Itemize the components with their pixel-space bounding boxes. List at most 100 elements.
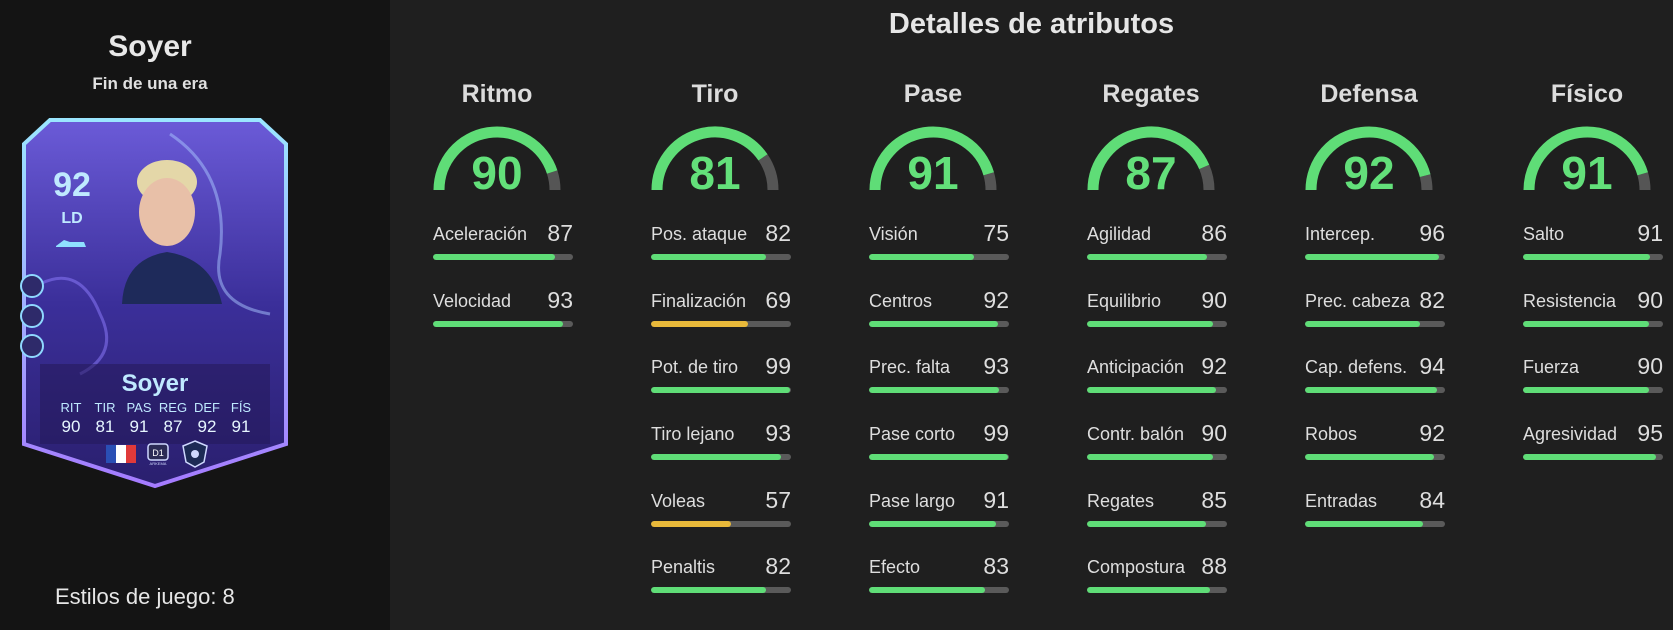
- stat-bar-fill: [651, 321, 748, 327]
- stat-bar-track: [1305, 387, 1445, 393]
- stat-row: Pase corto 99: [869, 420, 1023, 468]
- stat-row: Agilidad 86: [1087, 220, 1241, 268]
- stat-value: 90: [1637, 353, 1663, 379]
- card-stat-values: 90 81 91 87 92 91: [54, 417, 258, 437]
- gauge-track: [546, 170, 561, 191]
- stat-row: Tiro lejano 93: [651, 420, 805, 468]
- stat-row: Anticipación 92: [1087, 353, 1241, 401]
- stat-label: Intercep.: [1305, 224, 1376, 244]
- attribute-column-1: Tiro 81 Pos. ataque 82 Finalización 69 Pot. de…: [635, 0, 795, 630]
- stat-bar-fill: [1523, 454, 1656, 460]
- attribute-column-5: Físico 91 Salto 91 Resistencia 90 Fuerza 90 Agre…: [1507, 0, 1667, 630]
- stat-bar-fill: [651, 587, 766, 593]
- stat-label: Velocidad: [433, 291, 512, 311]
- gauge-fill: [1087, 126, 1210, 191]
- stat-row: Penaltis 82: [651, 553, 805, 601]
- stat-value: 82: [765, 220, 791, 246]
- gauge-track: [1419, 174, 1433, 191]
- card-stat-labels: RIT TIR PAS REG DEF FÍS: [54, 400, 258, 415]
- stat-value: 96: [1419, 220, 1445, 246]
- stat-label: Visión: [869, 224, 918, 244]
- stat-label: Pos. ataque: [651, 224, 748, 244]
- stat-value: 99: [983, 420, 1009, 446]
- stat-bar-track: [869, 587, 1009, 593]
- stat-value: 90: [1637, 287, 1663, 313]
- category-gauge: [651, 126, 779, 191]
- playstyle-icon: [20, 304, 44, 328]
- stat-row: Fuerza 90: [1523, 353, 1673, 401]
- stat-label: Agresividad: [1523, 424, 1618, 444]
- stat-value: 93: [765, 420, 791, 446]
- category-value: 81: [689, 147, 741, 199]
- category-value: 92: [1343, 147, 1395, 199]
- category-gauge: [1087, 126, 1215, 191]
- stat-value: 82: [1419, 287, 1445, 313]
- card-stat-value: 92: [197, 417, 217, 436]
- category-gauge: [1305, 126, 1433, 191]
- stat-bar-fill: [869, 587, 986, 593]
- stat-label: Centros: [869, 291, 933, 311]
- card-stat-label: RIT: [60, 400, 82, 415]
- stat-row: Entradas 84: [1305, 487, 1459, 535]
- stat-row: Efecto 83: [869, 553, 1023, 601]
- playstyle-icon: [20, 334, 44, 358]
- stat-bar-fill: [1523, 254, 1651, 260]
- stat-value: 91: [983, 487, 1009, 513]
- stat-row: Cap. defens. 94: [1305, 353, 1459, 401]
- player-panel: Soyer Fin de una era 92 LD: [0, 0, 390, 630]
- league-badge-icon: D1 ARKEMA: [147, 443, 169, 466]
- stat-bar-track: [1305, 521, 1445, 527]
- category-value: 87: [1125, 147, 1177, 199]
- card-stat-label: REG: [158, 400, 188, 415]
- stat-value: 83: [983, 553, 1009, 579]
- stat-value: 93: [983, 353, 1009, 379]
- player-card[interactable]: 92 LD Soyer RIT TIR PAS REG DEF FÍS 90 8…: [20, 114, 290, 489]
- stat-bar-track: [1523, 321, 1663, 327]
- stat-label: Prec. falta: [869, 357, 951, 377]
- stat-bar-fill: [869, 321, 998, 327]
- card-stat-value: 81: [95, 417, 115, 436]
- stat-label: Compostura: [1087, 557, 1186, 577]
- attribute-column-0: Ritmo 90 Aceleración 87 Velocidad 93: [417, 0, 577, 630]
- card-stat-value: 87: [163, 417, 183, 436]
- stat-value: 69: [765, 287, 791, 313]
- gauge-fill: [869, 126, 994, 191]
- stat-bar-track: [1305, 454, 1445, 460]
- stat-bar-track: [651, 254, 791, 260]
- stat-row: Agresividad 95: [1523, 420, 1673, 468]
- card-stat-value: 91: [231, 417, 251, 436]
- boot-icon: [56, 240, 86, 247]
- gauge-track: [1637, 172, 1651, 191]
- stat-row: Finalización 69: [651, 287, 805, 335]
- stat-bar-track: [651, 387, 791, 393]
- stat-value: 93: [547, 287, 573, 313]
- league-name-text: ARKEMA: [150, 461, 167, 466]
- stat-bar-fill: [1087, 387, 1216, 393]
- category-gauge: [869, 126, 997, 191]
- stat-label: Salto: [1523, 224, 1565, 244]
- stat-value: 88: [1201, 553, 1227, 579]
- attribute-column-2: Pase 91 Visión 75 Centros 92 Prec. falta 93 Pase…: [853, 0, 1013, 630]
- stat-bar-fill: [1087, 454, 1213, 460]
- player-portrait: [122, 160, 222, 304]
- stat-bar-track: [1087, 387, 1227, 393]
- stat-label: Pase corto: [869, 424, 956, 444]
- stat-bar-track: [1087, 254, 1227, 260]
- stat-bar-track: [869, 387, 1009, 393]
- category-value: 91: [907, 147, 959, 199]
- stat-bar-fill: [869, 254, 974, 260]
- stat-label: Prec. cabeza: [1305, 291, 1411, 311]
- stat-bar-fill: [433, 321, 564, 327]
- stat-label: Penaltis: [651, 557, 716, 577]
- stat-bar-track: [869, 521, 1009, 527]
- stat-value: 90: [1201, 420, 1227, 446]
- stat-value: 95: [1637, 420, 1663, 446]
- stat-bar-track: [1087, 321, 1227, 327]
- stat-bar-track: [1087, 587, 1227, 593]
- gauge-fill: [433, 126, 558, 191]
- stat-bar-fill: [1305, 521, 1423, 527]
- gauge-track: [1199, 164, 1215, 191]
- stat-value: 85: [1201, 487, 1227, 513]
- player-name: Soyer: [108, 30, 192, 63]
- card-stat-label: FÍS: [230, 400, 252, 415]
